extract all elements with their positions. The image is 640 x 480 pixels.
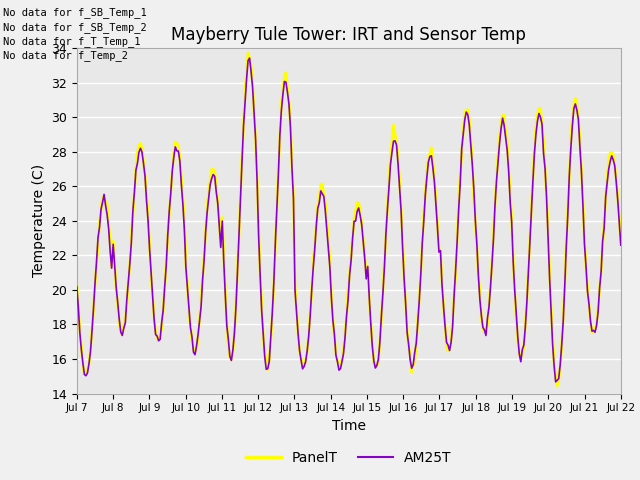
AM25T <box>589 327 597 333</box>
AM25T <box>552 379 559 385</box>
PanelT <box>264 367 271 372</box>
Line: PanelT: PanelT <box>77 53 621 386</box>
AM25T <box>73 284 81 290</box>
PanelT <box>235 232 243 238</box>
Text: No data for f_T_Temp_1: No data for f_T_Temp_1 <box>3 36 141 47</box>
AM25T <box>140 160 147 166</box>
Text: No data for f_SB_Temp_2: No data for f_SB_Temp_2 <box>3 22 147 33</box>
PanelT <box>554 383 561 389</box>
PanelT <box>244 50 252 56</box>
Line: AM25T: AM25T <box>77 58 621 382</box>
PanelT <box>140 158 147 164</box>
AM25T <box>264 366 271 372</box>
PanelT <box>255 228 262 234</box>
PanelT <box>617 241 625 247</box>
AM25T <box>246 55 253 61</box>
PanelT <box>589 330 597 336</box>
Text: No data for f_Temp_2: No data for f_Temp_2 <box>3 50 128 61</box>
PanelT <box>312 223 320 229</box>
Y-axis label: Temperature (C): Temperature (C) <box>31 164 45 277</box>
PanelT <box>73 281 81 287</box>
X-axis label: Time: Time <box>332 419 366 433</box>
AM25T <box>617 242 625 248</box>
AM25T <box>235 233 243 239</box>
Legend: PanelT, AM25T: PanelT, AM25T <box>240 445 458 470</box>
Title: Mayberry Tule Tower: IRT and Sensor Temp: Mayberry Tule Tower: IRT and Sensor Temp <box>172 25 526 44</box>
AM25T <box>312 224 320 229</box>
AM25T <box>255 233 262 239</box>
Text: No data for f_SB_Temp_1: No data for f_SB_Temp_1 <box>3 7 147 18</box>
